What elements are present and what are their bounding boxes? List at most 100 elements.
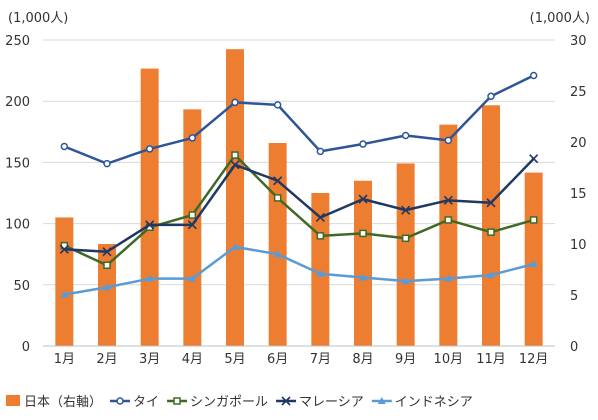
x-axis-tick-label: 4月 <box>182 352 203 367</box>
x-axis-tick-label: 6月 <box>267 352 288 367</box>
data-point <box>103 261 111 269</box>
data-point <box>444 274 453 282</box>
left-axis-tick-label: 100 <box>5 218 30 233</box>
series-line <box>64 157 535 254</box>
data-point <box>173 397 181 405</box>
legend-label: インドネシア <box>395 395 473 410</box>
series-line <box>63 74 535 165</box>
x-axis-tick-label: 9月 <box>395 352 416 367</box>
data-point <box>103 283 111 291</box>
data-point <box>188 134 197 142</box>
x-axis-tick-label: 12月 <box>519 352 549 367</box>
left-axis-unit: (1,000人) <box>8 11 68 26</box>
data-point <box>443 195 453 205</box>
data-point <box>231 151 239 159</box>
x-axis-tick-label: 1月 <box>54 352 75 367</box>
legend-item: シンガポール <box>167 395 268 410</box>
data-point <box>60 290 69 298</box>
bar <box>439 124 458 346</box>
bar <box>183 109 202 346</box>
data-point <box>529 71 538 80</box>
data-point <box>60 142 69 151</box>
x-axis-tick-label: 7月 <box>310 352 331 367</box>
series-line <box>63 153 535 267</box>
bar <box>524 172 543 346</box>
data-point <box>316 232 325 240</box>
series-インドネシア <box>60 242 538 298</box>
data-point <box>273 250 282 258</box>
x-axis-tick-label: 5月 <box>224 352 245 367</box>
data-point <box>103 159 111 168</box>
data-point <box>116 397 124 405</box>
data-point <box>187 220 197 230</box>
bar <box>482 105 500 346</box>
legend-item: マレーシア <box>276 395 364 410</box>
data-point <box>377 397 386 404</box>
data-point <box>145 274 154 282</box>
right-axis-tick-label: 10 <box>570 238 587 253</box>
x-axis-tick-label: 2月 <box>96 352 117 367</box>
bar <box>396 163 415 346</box>
right-axis-tick-label: 30 <box>570 34 587 49</box>
data-point <box>273 101 282 109</box>
data-point <box>316 147 325 156</box>
legend: 日本（右軸） タイ シンガポール マレーシア インドネシア <box>6 395 473 410</box>
data-point <box>401 277 410 285</box>
legend-swatch <box>6 395 20 406</box>
bar <box>55 217 74 346</box>
line-series <box>59 71 539 298</box>
x-axis-tick-label: 8月 <box>352 352 373 367</box>
data-point <box>273 194 282 202</box>
data-point <box>401 205 411 215</box>
data-point <box>145 220 155 230</box>
right-axis-unit: (1,000人) <box>530 11 590 26</box>
data-point <box>401 131 410 140</box>
data-point <box>231 98 239 107</box>
data-point <box>487 92 495 101</box>
data-point <box>529 154 539 164</box>
x-axis-tick-label: 3月 <box>139 352 160 367</box>
data-point <box>230 160 240 170</box>
axes: 0 50 100 150 200 250 0 5 10 15 20 25 30 1月 2月 3月 4月 5月 6月 7… <box>5 34 586 367</box>
left-axis-tick-label: 250 <box>5 34 30 49</box>
data-point <box>281 396 291 406</box>
data-point <box>486 198 496 208</box>
x-axis-tick-label: 10月 <box>434 352 464 367</box>
data-point <box>359 273 367 281</box>
data-point <box>59 244 69 254</box>
data-point <box>444 136 453 145</box>
series-シンガポール <box>60 151 538 269</box>
series-マレーシア <box>59 154 539 257</box>
legend-item: 日本（右軸） <box>6 395 102 410</box>
right-axis-tick-label: 0 <box>570 340 578 355</box>
left-axis-tick-label: 0 <box>22 340 30 355</box>
grid-lines <box>43 39 555 286</box>
right-axis-tick-label: 20 <box>570 136 587 151</box>
data-point <box>487 228 495 236</box>
data-point <box>358 194 368 204</box>
x-axis-tick-label: 11月 <box>476 352 506 367</box>
data-point <box>316 269 325 277</box>
left-axis-tick-label: 150 <box>5 156 30 171</box>
series-タイ <box>60 71 538 168</box>
bar <box>354 180 372 346</box>
bar <box>226 49 244 347</box>
data-point <box>529 216 538 224</box>
data-point <box>315 212 325 223</box>
bar <box>268 143 287 346</box>
data-point <box>529 259 538 267</box>
legend-label: タイ <box>133 395 159 410</box>
left-axis-tick-label: 50 <box>13 279 30 294</box>
data-point <box>102 247 112 257</box>
data-point <box>273 176 283 186</box>
right-axis-tick-label: 5 <box>570 289 578 304</box>
bar <box>98 244 116 346</box>
data-point <box>188 274 197 282</box>
right-axis-tick-label: 15 <box>570 187 587 202</box>
legend-item: タイ <box>110 395 159 410</box>
series-line <box>64 245 534 296</box>
data-point <box>145 145 154 153</box>
left-axis-tick-label: 200 <box>5 95 30 110</box>
legend-label: シンガポール <box>190 395 268 410</box>
